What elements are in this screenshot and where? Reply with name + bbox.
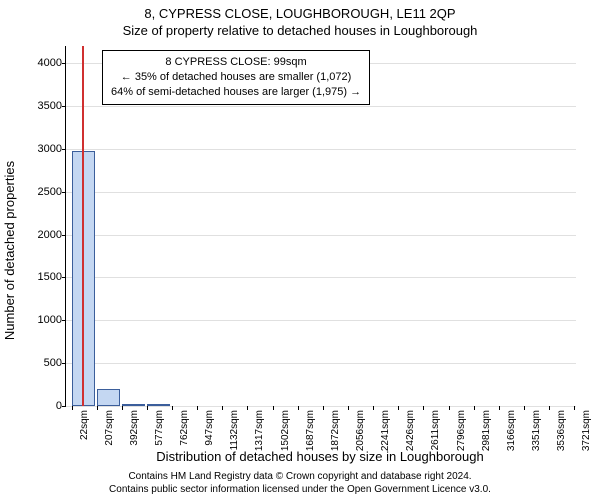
xtick-mark bbox=[273, 406, 274, 410]
y-axis-label: Number of detached properties bbox=[3, 160, 18, 339]
grid-line bbox=[66, 363, 576, 364]
xtick-mark bbox=[499, 406, 500, 410]
xtick-label: 22sqm bbox=[77, 410, 90, 440]
xtick-mark bbox=[323, 406, 324, 410]
xtick-label: 2611sqm bbox=[428, 410, 441, 450]
footnote-line-1: Contains HM Land Registry data © Crown c… bbox=[0, 471, 600, 484]
xtick-label: 1687sqm bbox=[303, 410, 316, 451]
grid-line bbox=[66, 149, 576, 150]
xtick-mark bbox=[122, 406, 123, 410]
xtick-mark bbox=[398, 406, 399, 410]
xtick-mark bbox=[373, 406, 374, 410]
footnote: Contains HM Land Registry data © Crown c… bbox=[0, 471, 600, 496]
y-axis-label-container: Number of detached properties bbox=[0, 0, 20, 500]
grid-line bbox=[66, 192, 576, 193]
xtick-mark bbox=[222, 406, 223, 410]
title-main: 8, CYPRESS CLOSE, LOUGHBOROUGH, LE11 2QP bbox=[0, 0, 600, 21]
xtick-label: 2796sqm bbox=[454, 410, 467, 451]
xtick-mark bbox=[147, 406, 148, 410]
xtick-label: 577sqm bbox=[152, 410, 165, 446]
histogram-bar bbox=[97, 389, 120, 406]
footnote-line-2: Contains public sector information licen… bbox=[0, 484, 600, 497]
xtick-label: 2981sqm bbox=[479, 410, 492, 451]
histogram-bar bbox=[147, 404, 170, 406]
grid-line bbox=[66, 277, 576, 278]
xtick-mark bbox=[549, 406, 550, 410]
x-axis-label: Distribution of detached houses by size … bbox=[65, 449, 575, 464]
ytick-label: 2500 bbox=[38, 186, 66, 198]
marker-line bbox=[82, 46, 84, 406]
grid-line bbox=[66, 320, 576, 321]
plot-area: 0500100015002000250030003500400022sqm207… bbox=[65, 46, 576, 407]
callout-line: 64% of semi-detached houses are larger (… bbox=[111, 85, 361, 100]
xtick-label: 2241sqm bbox=[378, 410, 391, 451]
callout-box: 8 CYPRESS CLOSE: 99sqm← 35% of detached … bbox=[102, 50, 370, 105]
xtick-mark bbox=[97, 406, 98, 410]
xtick-label: 762sqm bbox=[177, 410, 190, 446]
xtick-label: 1872sqm bbox=[328, 410, 341, 451]
xtick-label: 3536sqm bbox=[554, 410, 567, 451]
xtick-label: 2056sqm bbox=[353, 410, 366, 451]
xtick-label: 3351sqm bbox=[529, 410, 542, 451]
ytick-label: 1500 bbox=[38, 271, 66, 283]
xtick-label: 1317sqm bbox=[252, 410, 265, 451]
ytick-label: 1000 bbox=[38, 314, 66, 326]
xtick-mark bbox=[172, 406, 173, 410]
callout-line: 8 CYPRESS CLOSE: 99sqm bbox=[111, 55, 361, 70]
xtick-mark bbox=[348, 406, 349, 410]
xtick-mark bbox=[423, 406, 424, 410]
xtick-label: 3166sqm bbox=[504, 410, 517, 451]
xtick-mark bbox=[247, 406, 248, 410]
ytick-label: 3500 bbox=[38, 100, 66, 112]
xtick-mark bbox=[574, 406, 575, 410]
xtick-mark bbox=[197, 406, 198, 410]
xtick-mark bbox=[449, 406, 450, 410]
grid-line bbox=[66, 235, 576, 236]
xtick-label: 947sqm bbox=[202, 410, 215, 446]
xtick-mark bbox=[72, 406, 73, 410]
xtick-label: 1132sqm bbox=[227, 410, 240, 450]
ytick-label: 500 bbox=[44, 357, 66, 369]
xtick-label: 3721sqm bbox=[579, 410, 592, 451]
title-sub: Size of property relative to detached ho… bbox=[0, 21, 600, 38]
histogram-bar bbox=[122, 404, 145, 406]
ytick-label: 3000 bbox=[38, 143, 66, 155]
xtick-mark bbox=[474, 406, 475, 410]
xtick-label: 392sqm bbox=[127, 410, 140, 446]
xtick-label: 1502sqm bbox=[278, 410, 291, 451]
xtick-label: 207sqm bbox=[102, 410, 115, 446]
grid-line bbox=[66, 106, 576, 107]
xtick-label: 2426sqm bbox=[403, 410, 416, 451]
callout-line: ← 35% of detached houses are smaller (1,… bbox=[111, 70, 361, 85]
ytick-label: 4000 bbox=[38, 57, 66, 69]
xtick-mark bbox=[524, 406, 525, 410]
ytick-label: 0 bbox=[56, 400, 66, 412]
ytick-label: 2000 bbox=[38, 229, 66, 241]
xtick-mark bbox=[298, 406, 299, 410]
